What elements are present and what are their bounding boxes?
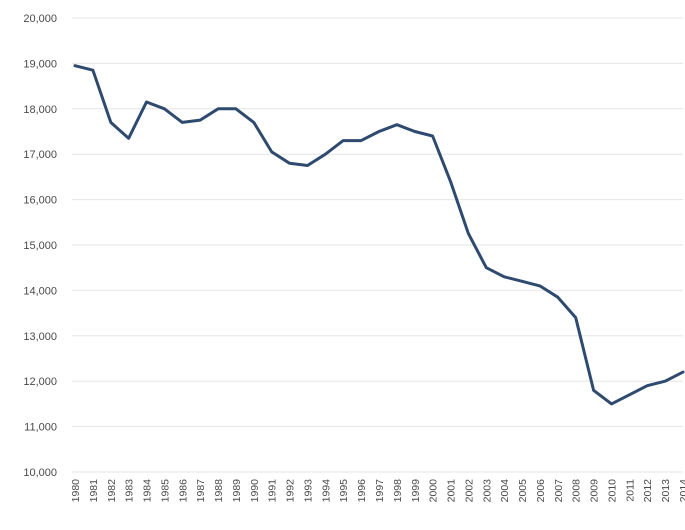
data-point: [520, 280, 524, 283]
data-point: [270, 150, 273, 154]
x-tick-label: 2008: [571, 479, 583, 503]
x-tick-label: 1988: [213, 479, 225, 503]
data-point: [359, 139, 363, 142]
y-tick-label: 15,000: [23, 240, 57, 252]
y-tick-label: 12,000: [23, 376, 57, 388]
data-point: [252, 121, 255, 124]
x-tick-label: 2003: [481, 479, 493, 503]
data-point: [377, 130, 381, 133]
x-tick-label: 1999: [410, 479, 422, 503]
data-point: [199, 118, 202, 122]
x-tick-label: 2005: [517, 479, 529, 503]
x-tick-label: 2009: [589, 479, 601, 503]
data-point: [663, 380, 667, 383]
data-point: [288, 162, 291, 165]
gridlines: [72, 17, 683, 473]
data-point: [181, 121, 184, 124]
y-tick-label: 13,000: [23, 331, 57, 343]
x-tick-label: 2012: [642, 479, 654, 503]
x-tick-label: 2014: [678, 479, 685, 503]
x-tick-label: 1980: [70, 479, 82, 503]
series-line: [73, 64, 685, 406]
data-point: [127, 137, 130, 140]
data-point: [646, 384, 649, 387]
x-tick-label: 2013: [660, 479, 672, 503]
x-tick-label: 1991: [267, 479, 279, 503]
data-point: [145, 100, 148, 104]
data-point: [467, 232, 470, 235]
data-point: [324, 153, 327, 156]
data-point: [234, 107, 238, 111]
x-tick-label: 2007: [553, 479, 565, 503]
y-axis-tick-labels: 10,000 11,000 12,000 13,000 14,000 15,000 16,0…: [23, 13, 57, 479]
data-point: [216, 107, 220, 111]
y-tick-label: 14,000: [23, 285, 57, 297]
data-point: [306, 164, 309, 167]
x-tick-label: 1996: [356, 479, 368, 503]
data-point: [395, 123, 399, 126]
x-tick-label: 2010: [606, 479, 618, 503]
y-tick-label: 20,000: [23, 13, 57, 25]
data-point: [556, 296, 559, 299]
x-tick-label: 1998: [392, 479, 404, 503]
x-axis-tick-labels: 1980 1981 1982 1983 1984 1985 1986 1987 1988 1989…: [70, 479, 685, 503]
data-point: [342, 139, 345, 142]
data-point: [538, 284, 542, 288]
x-tick-label: 1993: [302, 479, 314, 503]
data-point: [503, 275, 506, 278]
x-tick-label: 1982: [106, 479, 118, 503]
x-tick-label: 1983: [124, 479, 136, 503]
x-tick-label: 1987: [195, 479, 207, 503]
data-point: [431, 134, 434, 138]
x-tick-label: 1985: [159, 479, 171, 503]
y-tick-label: 19,000: [23, 58, 57, 70]
data-point: [163, 107, 166, 111]
x-tick-label: 2011: [624, 479, 636, 502]
x-tick-label: 2004: [499, 479, 511, 503]
data-point: [592, 389, 595, 392]
data-point: [628, 393, 631, 396]
x-tick-label: 1986: [177, 479, 189, 503]
data-point: [413, 130, 416, 133]
y-tick-label: 16,000: [23, 195, 57, 207]
data-point: [610, 402, 613, 406]
data-point: [681, 370, 685, 374]
y-tick-label: 17,000: [23, 149, 57, 161]
data-point: [109, 121, 113, 124]
x-tick-label: 1997: [374, 479, 386, 503]
x-tick-label: 2001: [446, 479, 458, 503]
x-tick-label: 1994: [320, 479, 332, 503]
x-tick-label: 1984: [142, 479, 154, 503]
x-tick-label: 1995: [338, 479, 350, 503]
data-point: [91, 69, 95, 72]
y-tick-label: 18,000: [23, 104, 57, 116]
x-tick-label: 1989: [231, 479, 243, 503]
series-layer: [73, 64, 685, 406]
y-tick-label: 10,000: [23, 467, 57, 479]
x-tick-label: 2002: [463, 479, 475, 503]
data-point: [73, 64, 77, 67]
data-point: [574, 316, 577, 319]
y-tick-label: 11,000: [24, 422, 57, 434]
x-tick-label: 1981: [88, 479, 100, 503]
x-tick-label: 1990: [249, 479, 261, 503]
x-tick-label: 1992: [285, 479, 297, 503]
data-point: [449, 180, 452, 183]
x-tick-label: 2006: [535, 479, 547, 503]
data-point: [485, 266, 488, 269]
x-tick-label: 2000: [428, 479, 440, 503]
